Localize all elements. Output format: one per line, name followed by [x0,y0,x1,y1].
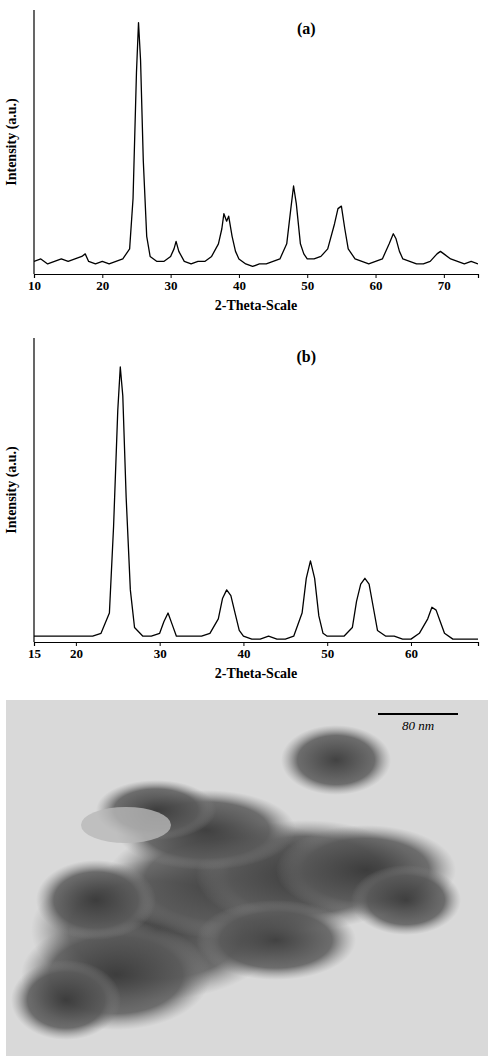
x-tick: 40 [233,274,246,293]
x-tick-label: 10 [28,278,41,293]
tem-image: 80 nm [6,700,488,1056]
x-axis-title: 2-Theta-Scale [215,298,297,313]
x-tick: 60 [370,274,383,293]
x-tick: 40 [237,642,250,661]
x-tick: 10 [28,274,41,293]
plot-area [34,23,478,267]
thin-film [81,807,171,843]
x-tick-label: 50 [321,646,334,661]
x-tick-label: 20 [70,646,83,661]
panel-title: (b) [296,348,316,366]
figure: 10 20 30 40 50 60 70 2-Theta-Scale Intensity (a.… [0,0,494,1062]
particle-agglomerate [36,860,156,940]
x-tick: 30 [154,642,167,661]
y-axis-line [33,10,34,274]
xrd-line [34,367,478,639]
x-tick: 70 [438,274,451,293]
x-tick-label: 30 [165,278,178,293]
panel-title: (a) [297,20,316,38]
chart-panel: 15 20 30 40 50 60 2-Theta-Scale Intensity (a.u.… [4,338,479,681]
x-tick-label: 70 [438,278,451,293]
figure-svg: 10 20 30 40 50 60 70 2-Theta-Scale Intensity (a.… [0,0,494,1062]
particle-agglomerate [281,725,391,795]
y-axis-title: Intensity (a.u.) [4,446,20,534]
particle-agglomerate [196,900,356,980]
x-tick: 50 [321,642,334,661]
x-tick-label: 15 [28,646,42,661]
xrd-line [34,23,478,267]
x-tick: 50 [301,274,314,293]
x-tick-label: 30 [154,646,167,661]
y-axis-line [33,338,34,642]
chart-panel: 10 20 30 40 50 60 70 2-Theta-Scale Intensity (a.… [4,10,479,313]
x-axis: 15 20 30 40 50 60 [28,642,479,661]
scale-bar [378,713,458,715]
x-tick-label: 50 [301,278,314,293]
y-axis-title: Intensity (a.u.) [4,98,20,186]
x-axis-title: 2-Theta-Scale [215,666,297,681]
x-tick-label: 40 [237,646,250,661]
x-tick-label: 60 [370,278,383,293]
x-tick: 20 [70,642,83,661]
particle-agglomerate [11,960,121,1040]
x-tick: 30 [165,274,178,293]
x-tick-label: 40 [233,278,246,293]
particle-cluster [11,725,461,1040]
plot-area [34,367,478,639]
x-tick-label: 60 [405,646,418,661]
x-tick: 60 [405,642,418,661]
scale-bar-label: 80 nm [402,718,434,733]
x-tick: 20 [96,274,109,293]
particle-agglomerate [351,865,461,935]
x-tick: 15 [28,642,42,661]
image-background [6,700,488,1056]
x-tick-label: 20 [96,278,109,293]
x-axis: 10 20 30 40 50 60 70 [28,274,479,293]
